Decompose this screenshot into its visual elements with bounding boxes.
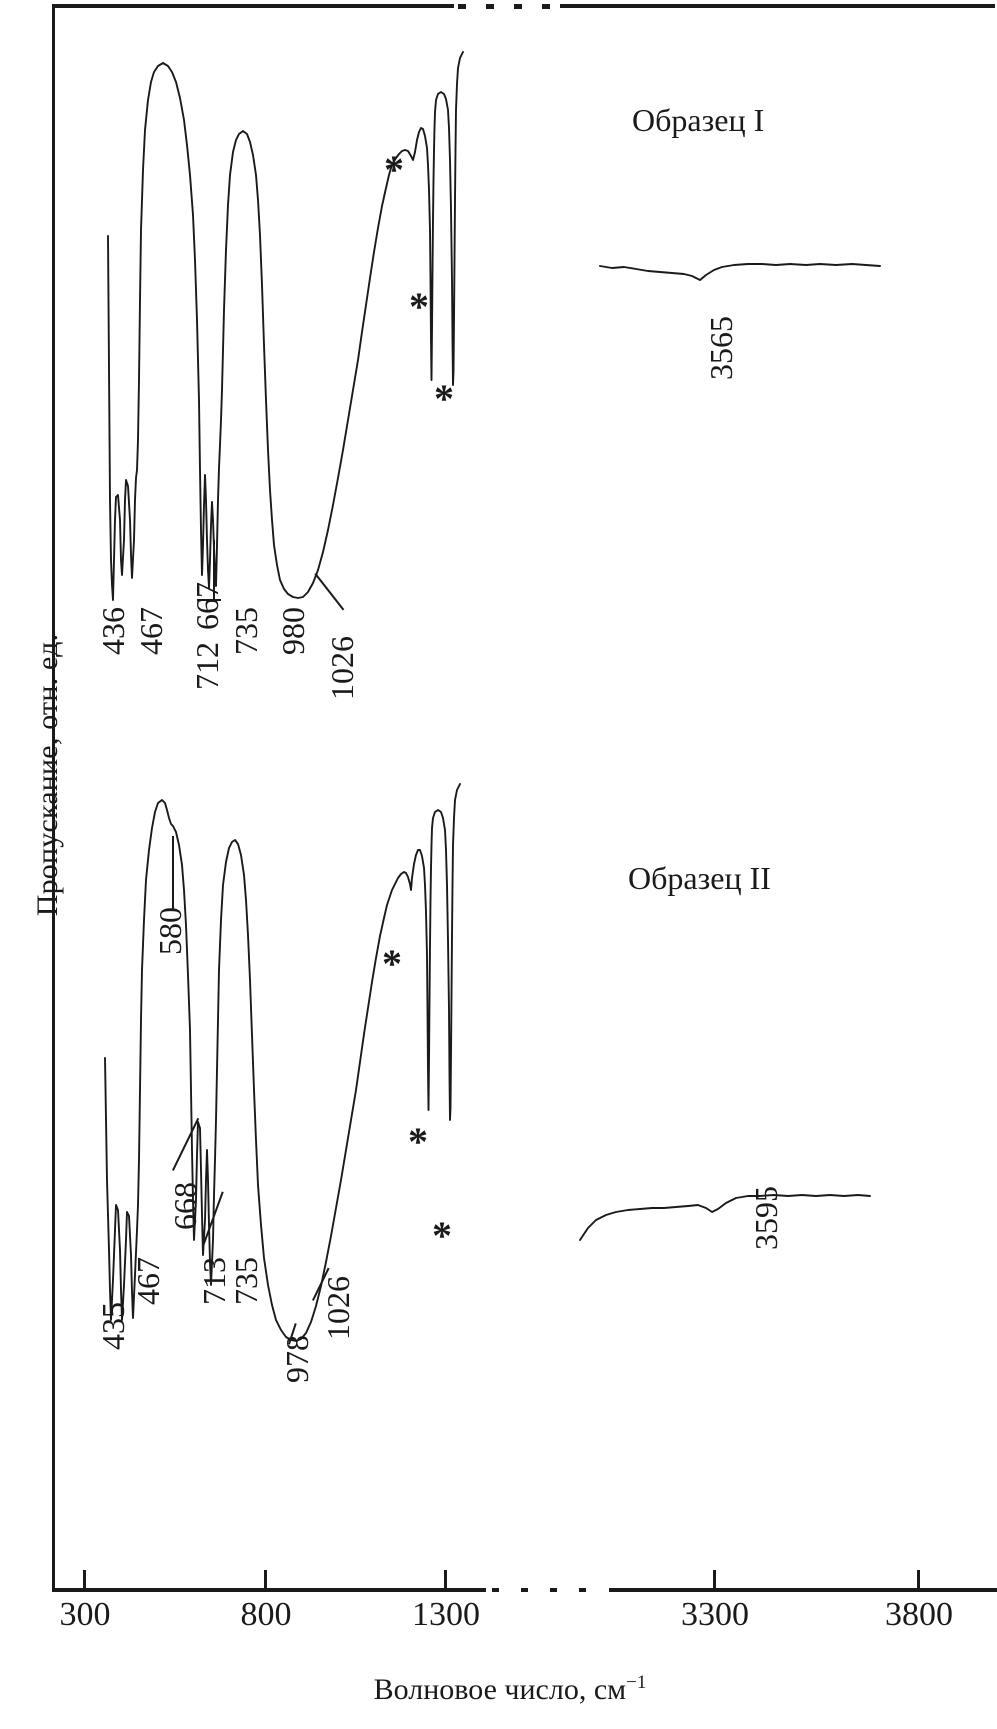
peak-label-735: 735 (228, 1257, 264, 1305)
x-tick-label-800: 800 (240, 1596, 292, 1633)
leader-line-668 (172, 1117, 200, 1171)
plot-top-border-break (458, 4, 558, 9)
peak-label-668: 668 (167, 1182, 203, 1230)
x-tick-300 (83, 1570, 86, 1590)
asterisk-marker: * (434, 376, 454, 421)
x-tick-1300 (444, 1570, 447, 1590)
x-tick-label-300: 300 (59, 1596, 111, 1633)
asterisk-marker: * (382, 941, 402, 986)
peak-label-467: 467 (133, 607, 169, 655)
asterisk-marker: * (432, 1213, 452, 1258)
peak-label-435: 435 (95, 1302, 131, 1350)
sample-caption-1: Образец I (632, 102, 765, 138)
peak-label-980: 980 (275, 607, 311, 655)
x-axis-label-exponent: −1 (626, 1672, 647, 1693)
plot-top-border-left (52, 4, 454, 8)
plot-left-border (52, 4, 55, 1590)
peak-label-3595: 3595 (748, 1186, 784, 1250)
x-axis-label-text: Волновое число, см (373, 1673, 627, 1706)
asterisk-marker: * (384, 147, 404, 192)
x-tick-800 (264, 1570, 267, 1590)
x-axis-line-right (609, 1588, 997, 1592)
peak-label-712: 712 (189, 642, 225, 690)
peak-label-735: 735 (228, 607, 264, 655)
peak-label-3565: 3565 (703, 316, 739, 380)
x-tick-3300 (713, 1570, 716, 1590)
x-tick-label-3800: 3800 (885, 1596, 953, 1633)
x-tick-label-3300: 3300 (681, 1596, 749, 1633)
x-axis-label: Волновое число, см−1 (60, 1672, 960, 1707)
leader-line-580 (172, 836, 174, 910)
asterisk-marker: * (409, 284, 429, 329)
y-axis-label: Пропускание, отн. ед. (31, 633, 64, 917)
leader-line-713 (202, 1191, 224, 1247)
peak-label-667: 667 (189, 582, 225, 630)
sample-caption-2: Образец II (628, 860, 771, 896)
x-axis-break-dots (492, 1588, 604, 1592)
asterisk-marker: * (408, 1119, 428, 1164)
x-tick-3800 (917, 1570, 920, 1590)
leader-line-712 (213, 540, 215, 602)
peak-label-580: 580 (152, 907, 188, 955)
x-tick-label-1300: 1300 (412, 1596, 480, 1633)
peak-label-436: 436 (95, 607, 131, 655)
peak-label-1026: 1026 (320, 1276, 356, 1340)
leader-line-1026 (314, 573, 345, 611)
x-axis-line-left (52, 1588, 486, 1592)
peak-label-978: 978 (279, 1335, 315, 1383)
plot-top-border-right (560, 4, 995, 8)
peak-label-1026: 1026 (324, 636, 360, 700)
leader-line-667 (197, 599, 221, 601)
peak-label-467: 467 (130, 1257, 166, 1305)
